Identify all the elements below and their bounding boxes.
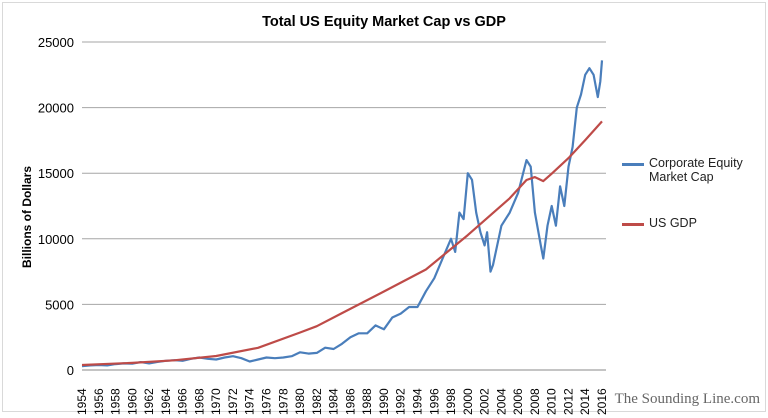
x-tick-label: 2016 [595,388,609,415]
x-tick-label: 2008 [528,388,542,415]
series-line-market-cap [81,60,604,368]
legend-item-market-cap: Corporate Equity Market Cap [622,156,764,184]
x-tick-label: 2012 [561,388,575,415]
x-tick-label: 1958 [109,388,123,415]
watermark: The Sounding Line.com [614,391,760,407]
x-tick-label: 1996 [427,388,441,415]
x-tick-label: 1972 [226,388,240,415]
x-tick-label: 2000 [461,388,475,415]
y-tick-label: 25000 [38,35,74,50]
x-tick-label: 1976 [260,388,274,415]
x-tick-label: 1994 [410,388,424,415]
x-tick-label: 1986 [343,388,357,415]
x-tick-label: 1990 [377,388,391,415]
x-tick-label: 2004 [494,388,508,415]
legend-swatch [622,163,644,166]
x-tick-label: 2010 [545,388,559,415]
legend: Corporate Equity Market Cap US GDP [622,156,764,262]
x-tick-label: 1998 [444,388,458,415]
legend-label: US GDP [649,216,697,230]
x-tick-label: 2014 [578,388,592,415]
x-tick-label: 1960 [125,388,139,415]
x-tick-label: 1988 [360,388,374,415]
x-tick-label: 1984 [327,388,341,415]
y-tick-label: 20000 [38,101,74,116]
x-tick-label: 1970 [209,388,223,415]
x-tick-label: 1982 [310,388,324,415]
x-tick-label: 1974 [243,388,257,415]
x-tick-label: 1964 [159,388,173,415]
x-tick-label: 2002 [478,388,492,415]
x-tick-label: 1962 [142,388,156,415]
legend-swatch [622,223,644,226]
chart-frame [2,2,766,412]
legend-label: Corporate Equity Market Cap [649,156,743,184]
x-tick-label: 2006 [511,388,525,415]
x-tick-label: 1954 [75,388,89,415]
x-tick-label: 1980 [293,388,307,415]
x-tick-label: 1966 [176,388,190,415]
chart-title: Total US Equity Market Cap vs GDP [262,14,506,30]
x-tick-label: 1992 [394,388,408,415]
y-tick-label: 10000 [38,232,74,247]
x-tick-label: 1956 [92,388,106,415]
y-tick-label: 5000 [45,297,74,312]
x-tick-label: 1978 [276,388,290,415]
series-line-us-gdp [81,120,603,367]
y-tick-label: 0 [67,363,74,378]
y-tick-label: 15000 [38,166,74,181]
legend-item-gdp: US GDP [622,216,764,230]
x-tick-label: 1968 [192,388,206,415]
